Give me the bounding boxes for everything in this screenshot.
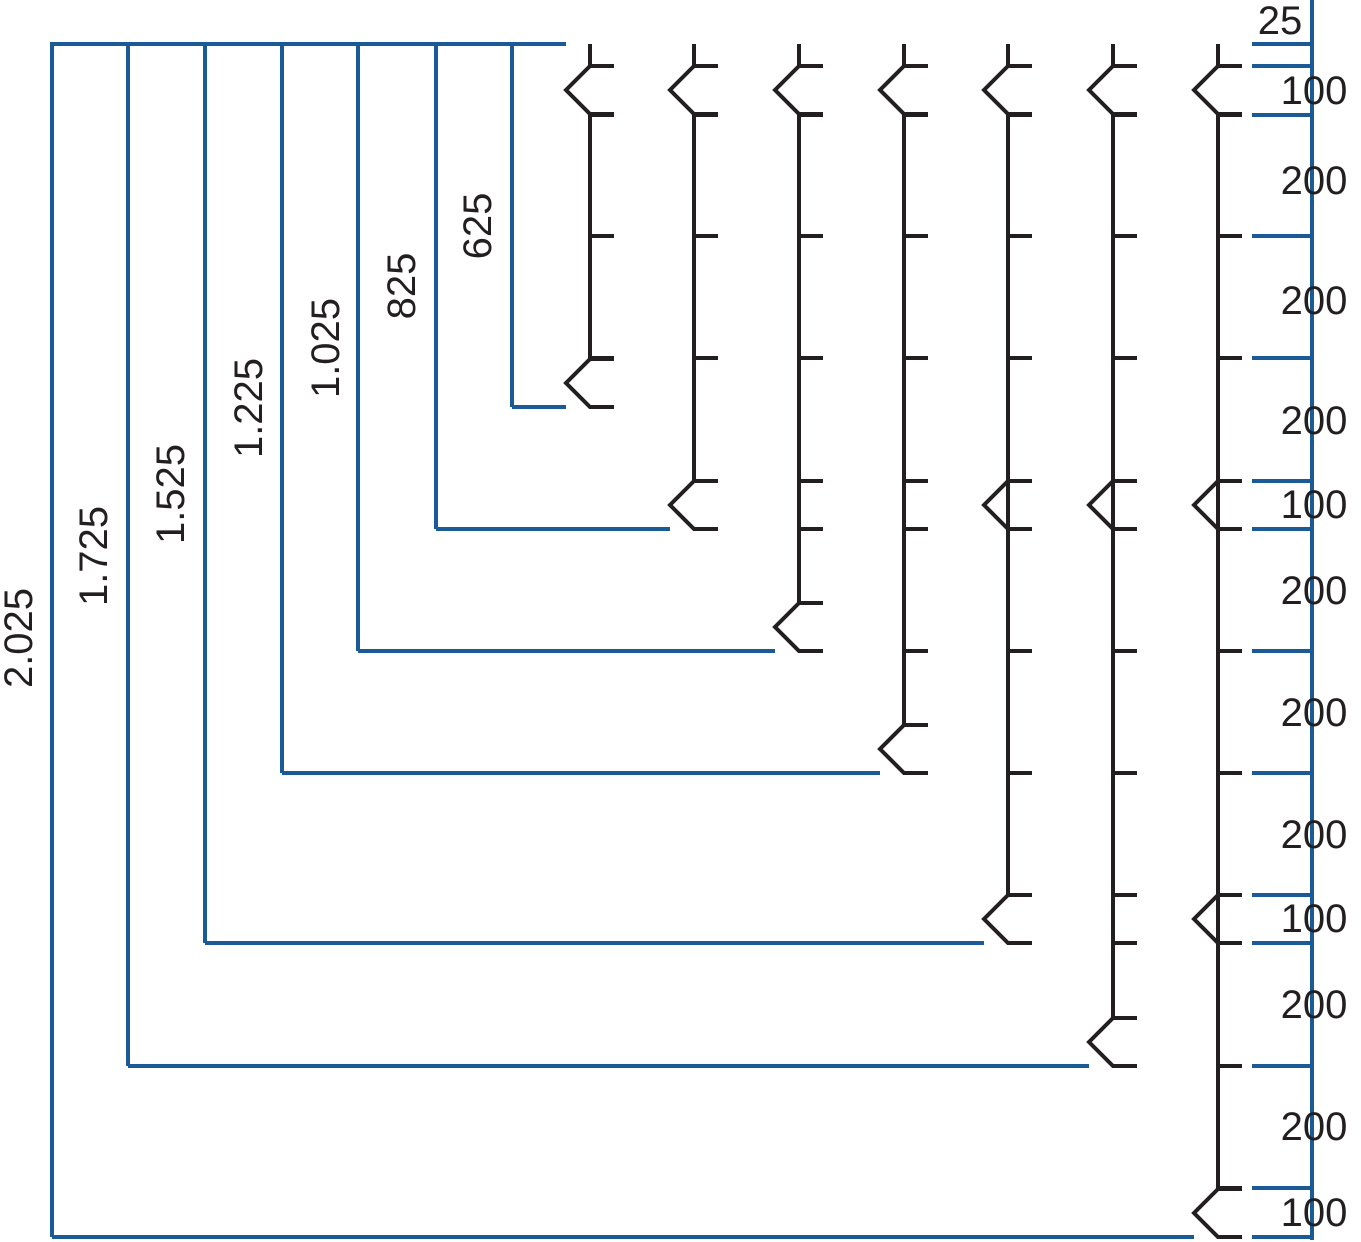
segment-length-label: 100	[1281, 1191, 1348, 1235]
segment-length-label: 200	[1281, 159, 1348, 203]
segment-length-label: 100	[1281, 897, 1348, 941]
overall-length-label: 1.025	[304, 298, 348, 398]
segment-length-label: 200	[1281, 279, 1348, 323]
profile-end	[877, 723, 928, 775]
profile-end	[981, 893, 1032, 945]
profile-spine	[981, 44, 1032, 895]
profile-end	[772, 601, 823, 653]
profile-coupling	[1191, 479, 1242, 531]
profile-end	[563, 357, 614, 409]
overall-length-label: 1.225	[227, 358, 271, 458]
profile-coupling	[1086, 479, 1137, 531]
profile-spine	[563, 44, 614, 359]
overall-length-label: 825	[380, 253, 424, 320]
segment-length-label: 25	[1258, 0, 1303, 43]
segment-length-label: 200	[1281, 399, 1348, 443]
segment-length-label: 200	[1281, 1105, 1348, 1149]
segment-length-label: 100	[1281, 483, 1348, 527]
profile-end	[1086, 1016, 1137, 1068]
profile-end	[667, 479, 718, 531]
segment-length-label: 200	[1281, 569, 1348, 613]
segment-length-label: 200	[1281, 813, 1348, 857]
segment-length-label: 100	[1281, 69, 1348, 113]
profile-spine	[1191, 44, 1242, 1189]
segment-length-label: 200	[1281, 983, 1348, 1027]
profiles	[563, 44, 1242, 1239]
overall-length-label: 625	[456, 193, 500, 260]
overall-length-label: 1.725	[72, 506, 116, 606]
segment-length-label: 200	[1281, 691, 1348, 735]
overall-length-label: 2.025	[0, 588, 41, 688]
profile-coupling	[1191, 893, 1242, 945]
profile-spine	[667, 44, 718, 481]
profile-coupling	[981, 479, 1032, 531]
dimension-lines	[50, 0, 1314, 1240]
profile-spine	[877, 44, 928, 725]
profile-end	[1191, 1187, 1242, 1239]
profile-spine	[772, 44, 823, 603]
overall-length-label: 1.525	[149, 444, 193, 544]
